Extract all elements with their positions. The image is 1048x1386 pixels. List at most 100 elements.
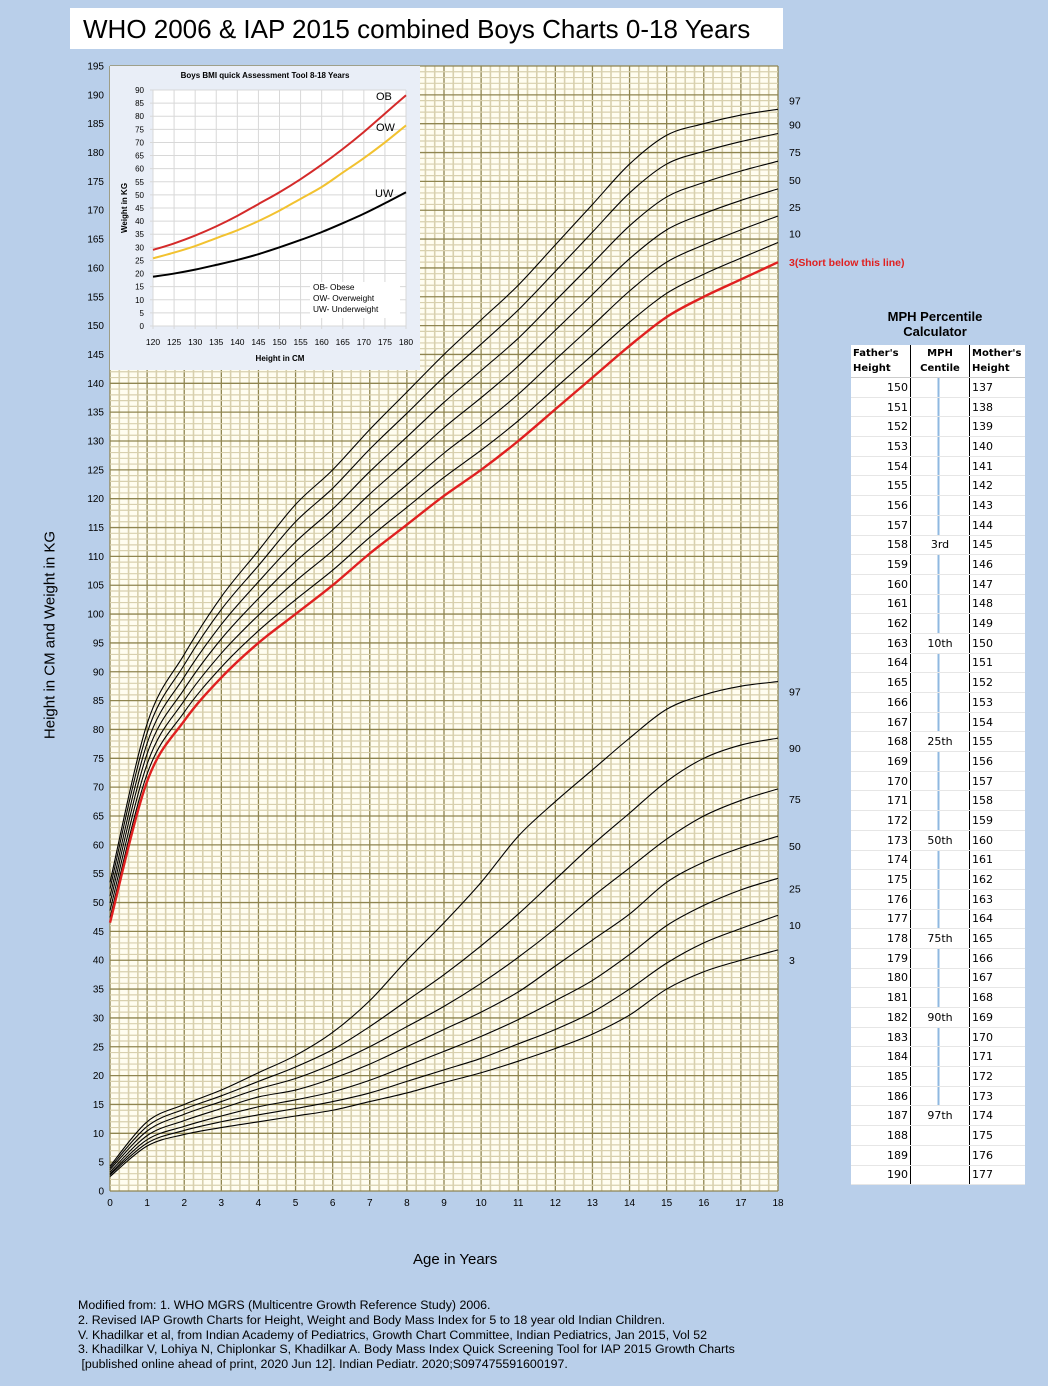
mph-row: 186 173 <box>851 1086 1025 1107</box>
bmi-y-tick-label: 15 <box>135 283 144 292</box>
x-tick-label: 16 <box>698 1198 710 1209</box>
bmi-x-axis-label: Height in CM <box>256 354 305 363</box>
mph-centile-cell: 75th <box>910 928 970 949</box>
y-tick-label: 190 <box>87 90 104 101</box>
bmi-y-tick-label: 75 <box>135 125 144 134</box>
mph-row: 165 152 <box>851 672 1025 693</box>
height-curve-90 <box>109 132 779 889</box>
mph-centile-cell <box>910 987 970 1008</box>
bmi-y-tick-label: 80 <box>135 112 144 121</box>
bmi-x-tick-label: 145 <box>251 337 265 347</box>
mph-row: 153 140 <box>851 436 1025 457</box>
y-tick-label: 10 <box>93 1129 105 1140</box>
y-tick-label: 20 <box>93 1071 105 1082</box>
mother-height-cell: 138 <box>969 397 1025 418</box>
mph-row: 182 90th 169 <box>851 1007 1025 1028</box>
father-height-cell: 161 <box>851 594 911 615</box>
mph-row: 172 159 <box>851 810 1025 831</box>
height-centile-label: 50 <box>789 175 801 187</box>
bmi-x-tick-label: 170 <box>357 337 371 347</box>
bmi-y-tick-label: 85 <box>135 99 144 108</box>
father-height-cell: 159 <box>851 554 911 575</box>
y-tick-label: 75 <box>93 754 105 765</box>
mph-row: 173 50th 160 <box>851 830 1025 851</box>
mph-row: 168 25th 155 <box>851 731 1025 753</box>
x-tick-label: 0 <box>107 1198 113 1209</box>
mph-centile-cell: 3rd <box>910 535 970 556</box>
height-curve-97 <box>109 108 779 883</box>
mother-height-cell: 159 <box>969 810 1025 831</box>
height-curve-50 <box>109 188 779 904</box>
mph-centile-cell <box>910 948 970 969</box>
bmi-x-tick-label: 175 <box>378 337 392 347</box>
father-height-cell: 151 <box>851 397 911 418</box>
y-tick-label: 140 <box>87 379 104 390</box>
mph-centile-cell <box>910 810 970 831</box>
mph-centile-cell <box>910 889 970 910</box>
bmi-x-tick-label: 125 <box>167 337 181 347</box>
bmi-x-tick-label: 165 <box>336 337 350 347</box>
y-tick-label: 115 <box>88 523 104 534</box>
bmi-curve-label: OW <box>376 122 396 134</box>
weight-centile-label: 50 <box>789 841 801 853</box>
height-curve-75 <box>109 160 779 897</box>
father-height-cell: 164 <box>851 653 911 674</box>
mother-height-cell: 152 <box>969 672 1025 693</box>
bmi-x-tick-label: 160 <box>315 337 329 347</box>
y-tick-label: 25 <box>93 1042 105 1053</box>
bmi-curve-label: OB <box>376 91 392 103</box>
mph-row: 160 147 <box>851 574 1025 595</box>
bmi-legend-entry: OB- Obese <box>313 282 355 292</box>
mother-height-cell: 166 <box>969 948 1025 969</box>
height-curve-10 <box>109 242 779 918</box>
mph-row: 164 151 <box>851 653 1025 674</box>
mph-calculator-title: MPH Percentile Calculator <box>851 309 1019 339</box>
mother-height-cell: 137 <box>969 377 1025 398</box>
father-height-cell: 157 <box>851 515 911 536</box>
weight-curve-3 <box>109 949 779 1178</box>
mother-height-cell: 147 <box>969 574 1025 595</box>
father-height-cell: 166 <box>851 692 911 713</box>
y-tick-label: 65 <box>93 812 105 823</box>
mother-height-cell: 154 <box>969 712 1025 733</box>
father-height-cell: 165 <box>851 672 911 693</box>
y-tick-label: 125 <box>87 465 104 476</box>
weight-curve-90 <box>109 737 779 1169</box>
y-tick-label: 105 <box>87 581 104 592</box>
mph-centile-cell: 90th <box>910 1007 970 1028</box>
height-centile-label: 3(Short below this line) <box>789 257 905 269</box>
bmi-legend-entry: OW- Overweight <box>313 293 375 303</box>
mph-centile-cell <box>910 1046 970 1068</box>
weight-curve-75 <box>109 788 779 1171</box>
father-height-cell: 171 <box>851 790 911 812</box>
father-height-cell: 150 <box>851 377 911 398</box>
mph-centile-cell <box>910 456 970 477</box>
bmi-y-tick-label: 55 <box>135 178 144 187</box>
bmi-y-tick-label: 70 <box>135 138 144 147</box>
mother-height-cell: 150 <box>969 633 1025 654</box>
father-height-cell: 185 <box>851 1066 911 1087</box>
mph-row: 155 142 <box>851 475 1025 497</box>
height-curve-25 <box>109 215 779 911</box>
mph-centile-cell <box>910 397 970 418</box>
mph-row: 177 164 <box>851 909 1025 930</box>
mother-height-cell: 139 <box>969 416 1025 438</box>
father-height-cell: 179 <box>851 948 911 969</box>
mph-centile-cell <box>910 1086 970 1107</box>
y-tick-label: 160 <box>87 263 104 274</box>
bmi-y-tick-label: 65 <box>135 152 144 161</box>
mph-row: 184 171 <box>851 1046 1025 1068</box>
mother-height-cell: 151 <box>969 653 1025 674</box>
y-tick-label: 175 <box>87 177 104 188</box>
father-height-cell: 156 <box>851 495 911 516</box>
x-tick-label: 7 <box>367 1198 373 1209</box>
mph-centile-cell <box>910 1165 970 1186</box>
y-tick-label: 145 <box>87 350 104 361</box>
bmi-y-tick-label: 5 <box>140 309 145 318</box>
mph-row: 166 153 <box>851 692 1025 713</box>
father-height-cell: 182 <box>851 1007 911 1028</box>
mother-height-cell: 156 <box>969 751 1025 772</box>
bmi-x-tick-label: 150 <box>272 337 286 347</box>
y-tick-label: 50 <box>93 898 105 909</box>
mph-centile-cell <box>910 692 970 713</box>
